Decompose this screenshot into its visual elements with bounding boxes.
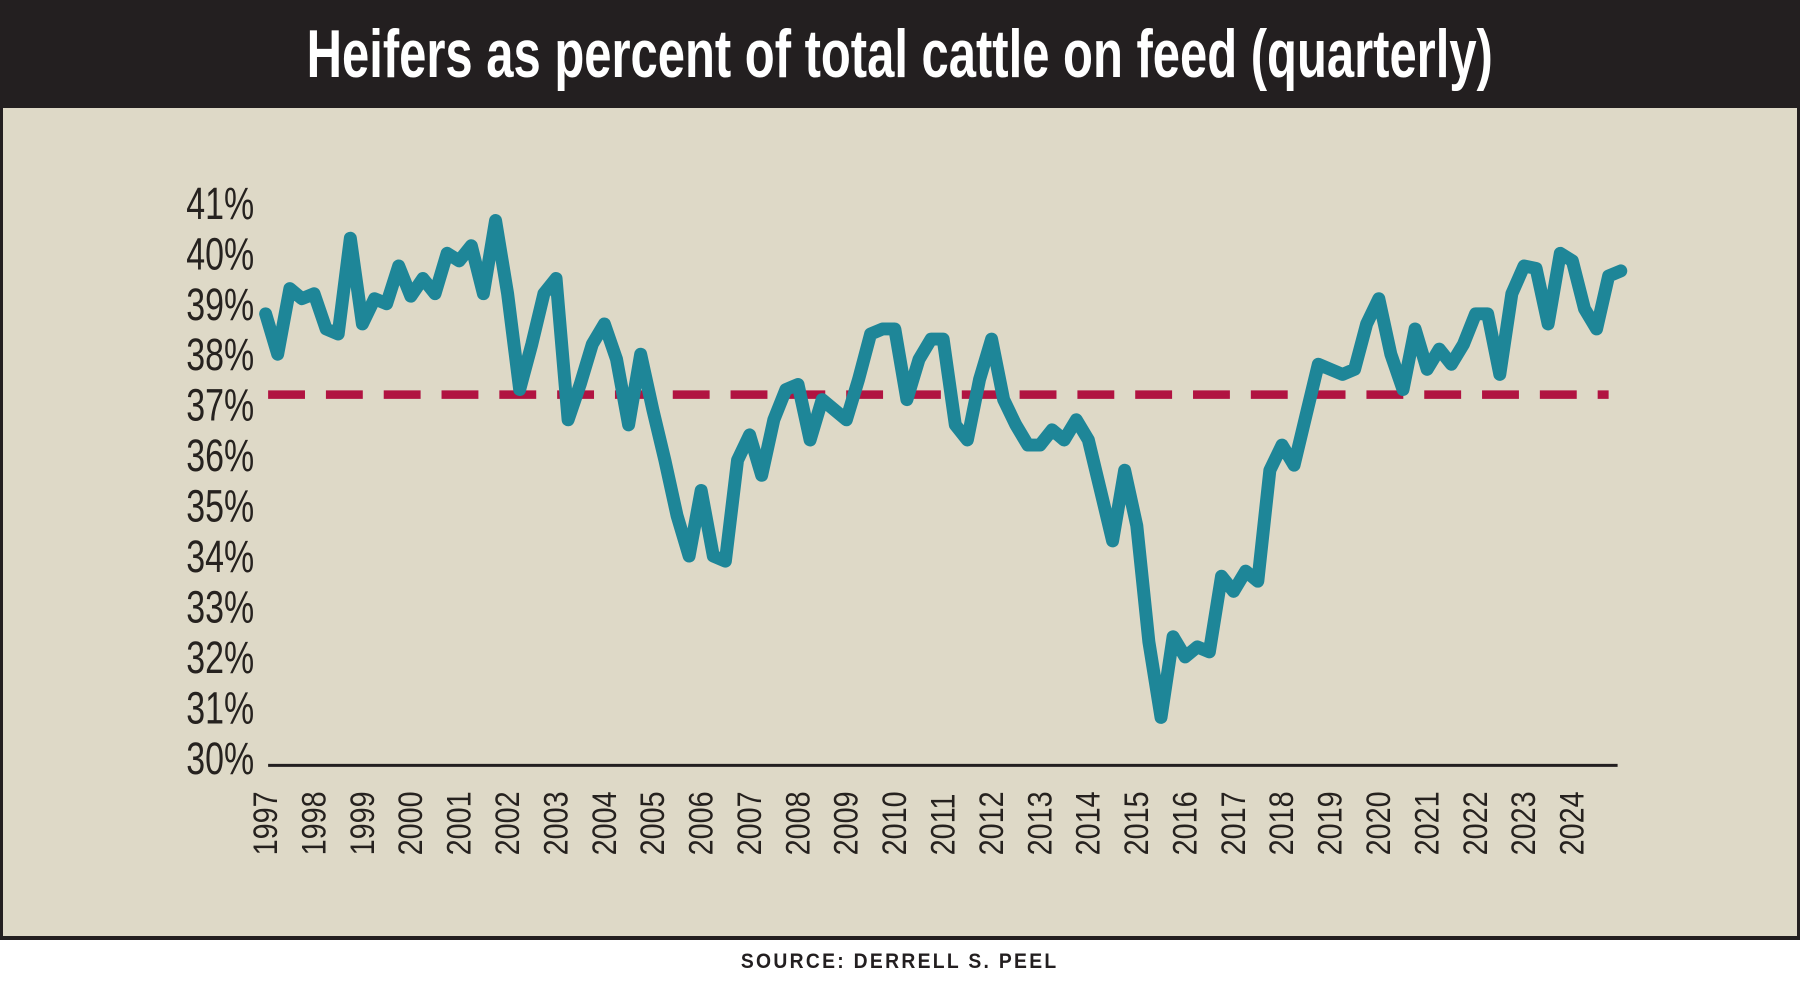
- x-tick-label: 2007: [731, 791, 769, 855]
- y-axis-tick: 31%: [186, 683, 254, 734]
- y-tick-label: 34%: [186, 531, 254, 582]
- x-axis-tick: 2006: [682, 791, 720, 855]
- x-tick-label: 2012: [973, 791, 1011, 855]
- x-axis-tick: 2003: [537, 791, 575, 855]
- x-axis-tick: 2002: [489, 791, 527, 855]
- x-axis-tick: 2001: [440, 791, 478, 855]
- x-axis-tick: 2019: [1311, 791, 1349, 855]
- chart-title: Heifers as percent of total cattle on fe…: [306, 16, 1494, 92]
- x-axis-tick: 2009: [828, 791, 866, 855]
- y-tick-label: 36%: [186, 430, 254, 481]
- x-axis-tick: 1999: [344, 791, 382, 855]
- x-tick-label: 2002: [489, 791, 527, 855]
- x-axis-tick: 2020: [1360, 791, 1398, 855]
- y-axis-tick: 37%: [186, 380, 254, 431]
- x-axis-tick: 2024: [1553, 791, 1591, 855]
- x-tick-label: 2014: [1069, 791, 1107, 855]
- x-tick-label: 2015: [1118, 791, 1156, 855]
- x-axis-tick: 1998: [295, 791, 333, 855]
- y-axis-tick: 32%: [186, 632, 254, 683]
- y-axis-tick: 39%: [186, 279, 254, 330]
- series-line-heifer-percent: [259, 213, 1628, 724]
- y-axis-tick: 36%: [186, 430, 254, 481]
- x-tick-label: 2016: [1166, 791, 1204, 855]
- x-axis-tick: 2015: [1118, 791, 1156, 855]
- x-tick-label: 2010: [876, 791, 914, 855]
- y-axis-tick: 33%: [186, 582, 254, 633]
- x-tick-label: 2000: [392, 791, 430, 855]
- x-axis-tick: 2012: [973, 791, 1011, 855]
- y-tick-label: 30%: [186, 733, 254, 784]
- x-axis-tick: 2000: [392, 791, 430, 855]
- x-tick-label: 2020: [1360, 791, 1398, 855]
- x-tick-label: 1997: [247, 791, 285, 855]
- x-axis-tick: 2023: [1505, 791, 1543, 855]
- x-axis-tick: 2014: [1069, 791, 1107, 855]
- chart-header: Heifers as percent of total cattle on fe…: [0, 0, 1800, 108]
- y-axis-tick: 41%: [186, 178, 254, 229]
- x-tick-label: 2008: [779, 791, 817, 855]
- x-tick-label: 2004: [586, 791, 624, 855]
- y-axis-tick: 40%: [186, 228, 254, 279]
- source-label: SOURCE: DERRELL S. PEEL: [741, 950, 1059, 973]
- x-axis-tick: 2008: [779, 791, 817, 855]
- x-tick-label: 2019: [1311, 791, 1349, 855]
- x-axis-tick: 2005: [634, 791, 672, 855]
- x-tick-label: 2018: [1263, 791, 1301, 855]
- x-axis-tick: 2013: [1021, 791, 1059, 855]
- x-tick-label: 2023: [1505, 791, 1543, 855]
- x-tick-label: 2005: [634, 791, 672, 855]
- x-tick-label: 2017: [1215, 791, 1253, 855]
- x-axis-tick: 2021: [1408, 791, 1446, 855]
- y-tick-label: 37%: [186, 380, 254, 431]
- x-tick-label: 2021: [1408, 791, 1446, 855]
- x-tick-label: 2003: [537, 791, 575, 855]
- x-tick-label: 2006: [682, 791, 720, 855]
- y-tick-label: 40%: [186, 228, 254, 279]
- x-axis-tick: 2011: [924, 794, 962, 856]
- x-axis-tick: 2004: [586, 791, 624, 855]
- x-axis-tick: 2007: [731, 791, 769, 855]
- x-axis-tick: 2016: [1166, 791, 1204, 855]
- chart-panel: 41% 40% 39% 38% 37% 36% 35% 34% 33% 32% 31% 30% 1997…: [0, 108, 1800, 940]
- x-tick-label: 1998: [295, 791, 333, 855]
- y-tick-label: 41%: [186, 178, 254, 229]
- y-axis-tick: 30%: [186, 733, 254, 784]
- y-axis-tick: 35%: [186, 481, 254, 532]
- chart-footer: SOURCE: DERRELL S. PEEL: [0, 940, 1800, 984]
- x-axis-tick: 1997: [247, 791, 285, 855]
- x-tick-label: 1999: [344, 791, 382, 855]
- x-tick-label: 2011: [924, 794, 962, 856]
- y-tick-label: 31%: [186, 683, 254, 734]
- x-tick-label: 2024: [1553, 791, 1591, 855]
- x-tick-label: 2001: [440, 791, 478, 855]
- x-axis-tick: 2010: [876, 791, 914, 855]
- x-tick-label: 2013: [1021, 791, 1059, 855]
- y-tick-label: 39%: [186, 279, 254, 330]
- x-axis-tick: 2017: [1215, 791, 1253, 855]
- x-tick-label: 2009: [828, 791, 866, 855]
- y-tick-label: 38%: [186, 329, 254, 380]
- y-tick-label: 33%: [186, 582, 254, 633]
- y-tick-label: 32%: [186, 632, 254, 683]
- y-axis-tick: 34%: [186, 531, 254, 582]
- y-tick-label: 35%: [186, 481, 254, 532]
- chart-canvas: 41%40%39%38%37%36%35%34%33%32%31%30% 1997…: [186, 178, 1628, 856]
- x-axis-tick: 2022: [1457, 791, 1495, 855]
- y-axis-tick: 38%: [186, 329, 254, 380]
- x-axis-tick: 2018: [1263, 791, 1301, 855]
- x-tick-label: 2022: [1457, 791, 1495, 855]
